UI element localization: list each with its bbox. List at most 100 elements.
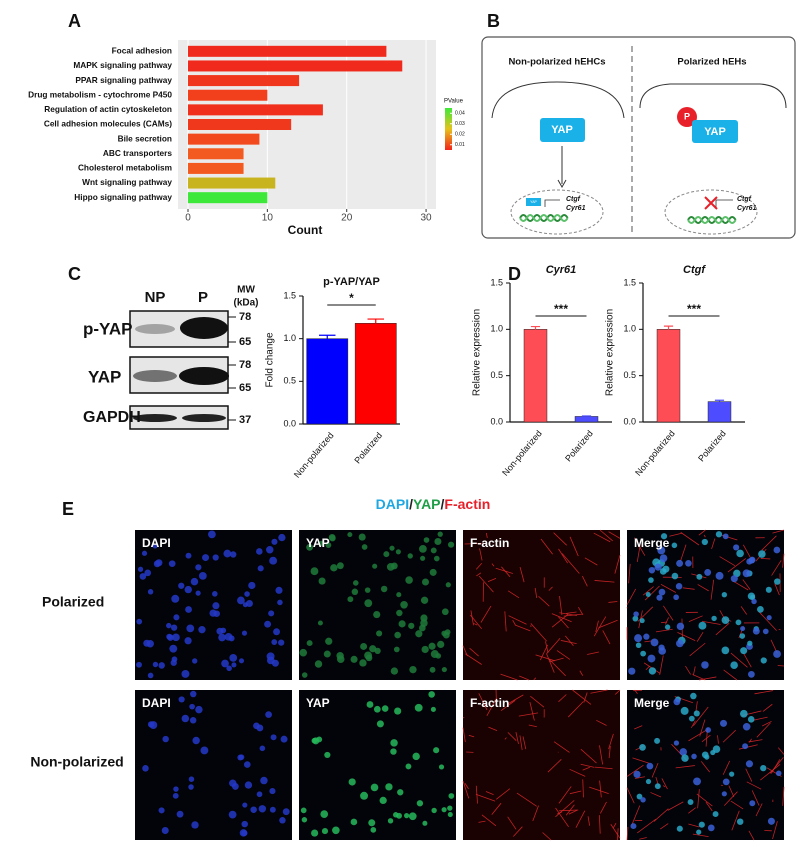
- actin: [587, 816, 591, 826]
- gene-label: Cyr61: [737, 205, 757, 212]
- actin: [756, 722, 771, 738]
- nucleus: [760, 657, 767, 664]
- nucleus: [253, 722, 260, 730]
- nucleus: [208, 530, 216, 539]
- nucleus: [161, 826, 169, 835]
- nucleus: [173, 614, 180, 621]
- nucleus: [325, 542, 332, 548]
- nucleus: [178, 696, 185, 703]
- nucleus: [266, 652, 275, 661]
- actin: [462, 727, 466, 743]
- nucleus: [671, 542, 678, 549]
- phospho-circle: [677, 107, 697, 127]
- nucleus: [237, 754, 244, 761]
- actin: [478, 820, 486, 823]
- actin: [697, 789, 700, 809]
- row-label: Polarized: [42, 594, 104, 610]
- nucleus: [404, 813, 410, 819]
- actin: [777, 747, 785, 755]
- category-label: Drug metabolism - cytochrome P450: [28, 89, 172, 99]
- nucleus: [280, 735, 288, 743]
- category-label: Cholesterol metabolism: [78, 163, 172, 173]
- x-tick-label: Polarized: [352, 430, 384, 465]
- nucleus: [372, 563, 378, 569]
- actin: [685, 665, 691, 675]
- nucleus: [416, 800, 424, 807]
- legend-tick-label: 0.02: [455, 132, 465, 138]
- bar: [188, 60, 403, 72]
- panel-label: B: [487, 11, 500, 31]
- actin: [549, 657, 564, 663]
- actin: [553, 741, 570, 753]
- nucleus: [643, 633, 650, 640]
- actin: [528, 724, 537, 728]
- nucleus: [361, 544, 368, 550]
- actin: [614, 689, 621, 695]
- actin: [593, 532, 611, 543]
- nucleus: [171, 594, 180, 603]
- actin: [760, 764, 781, 781]
- nucleus: [673, 740, 680, 746]
- bar: [707, 401, 732, 423]
- bar: [188, 119, 292, 130]
- actin: [745, 768, 753, 782]
- actin: [644, 585, 660, 601]
- nucleus: [202, 554, 210, 562]
- nucleus: [420, 619, 428, 627]
- actin: [699, 719, 706, 737]
- gene-label: Ctgf: [566, 196, 581, 203]
- nucleus: [336, 562, 344, 570]
- actin: [470, 610, 474, 626]
- actin: [569, 790, 582, 795]
- nucleus: [654, 783, 661, 790]
- bar: [188, 104, 323, 116]
- actin: [480, 605, 492, 623]
- nucleus: [510, 189, 604, 235]
- nucleus: [696, 829, 702, 835]
- actin: [635, 776, 646, 779]
- nucleus: [685, 559, 692, 567]
- nucleus: [336, 655, 345, 663]
- actin: [752, 716, 768, 721]
- actin: [522, 736, 527, 750]
- nucleus: [430, 706, 436, 712]
- actin: [542, 832, 552, 841]
- nucleus: [634, 634, 643, 643]
- actin: [465, 653, 482, 665]
- bar: [306, 338, 349, 425]
- actin: [608, 531, 621, 539]
- nucleus: [223, 549, 232, 558]
- nucleus: [444, 629, 451, 636]
- actin: [518, 712, 539, 717]
- nucleus: [664, 189, 758, 235]
- nucleus: [647, 654, 656, 663]
- dna: [519, 214, 569, 222]
- actin: [772, 529, 785, 534]
- yap-box: [540, 118, 585, 142]
- actin: [535, 654, 555, 662]
- nucleus: [707, 824, 715, 832]
- nucleus: [195, 564, 202, 571]
- actin: [754, 690, 774, 695]
- actin: [479, 548, 483, 561]
- nucleus: [279, 817, 286, 824]
- actin: [755, 803, 763, 817]
- actin: [698, 529, 706, 536]
- actin: [613, 822, 617, 828]
- actin: [595, 620, 599, 633]
- actin: [568, 809, 578, 815]
- nucleus: [350, 818, 358, 826]
- nucleus: [258, 805, 267, 813]
- diagram-frame: [481, 36, 796, 239]
- nucleus: [633, 770, 641, 778]
- actin: [594, 580, 615, 583]
- nucleus: [659, 554, 668, 563]
- actin: [476, 572, 482, 577]
- phospho-label: P: [684, 111, 690, 121]
- actin: [761, 720, 772, 727]
- nucleus: [639, 744, 646, 751]
- actin: [512, 619, 516, 626]
- nucleus: [421, 578, 430, 586]
- arrowhead: [557, 179, 567, 189]
- nucleus: [730, 661, 738, 670]
